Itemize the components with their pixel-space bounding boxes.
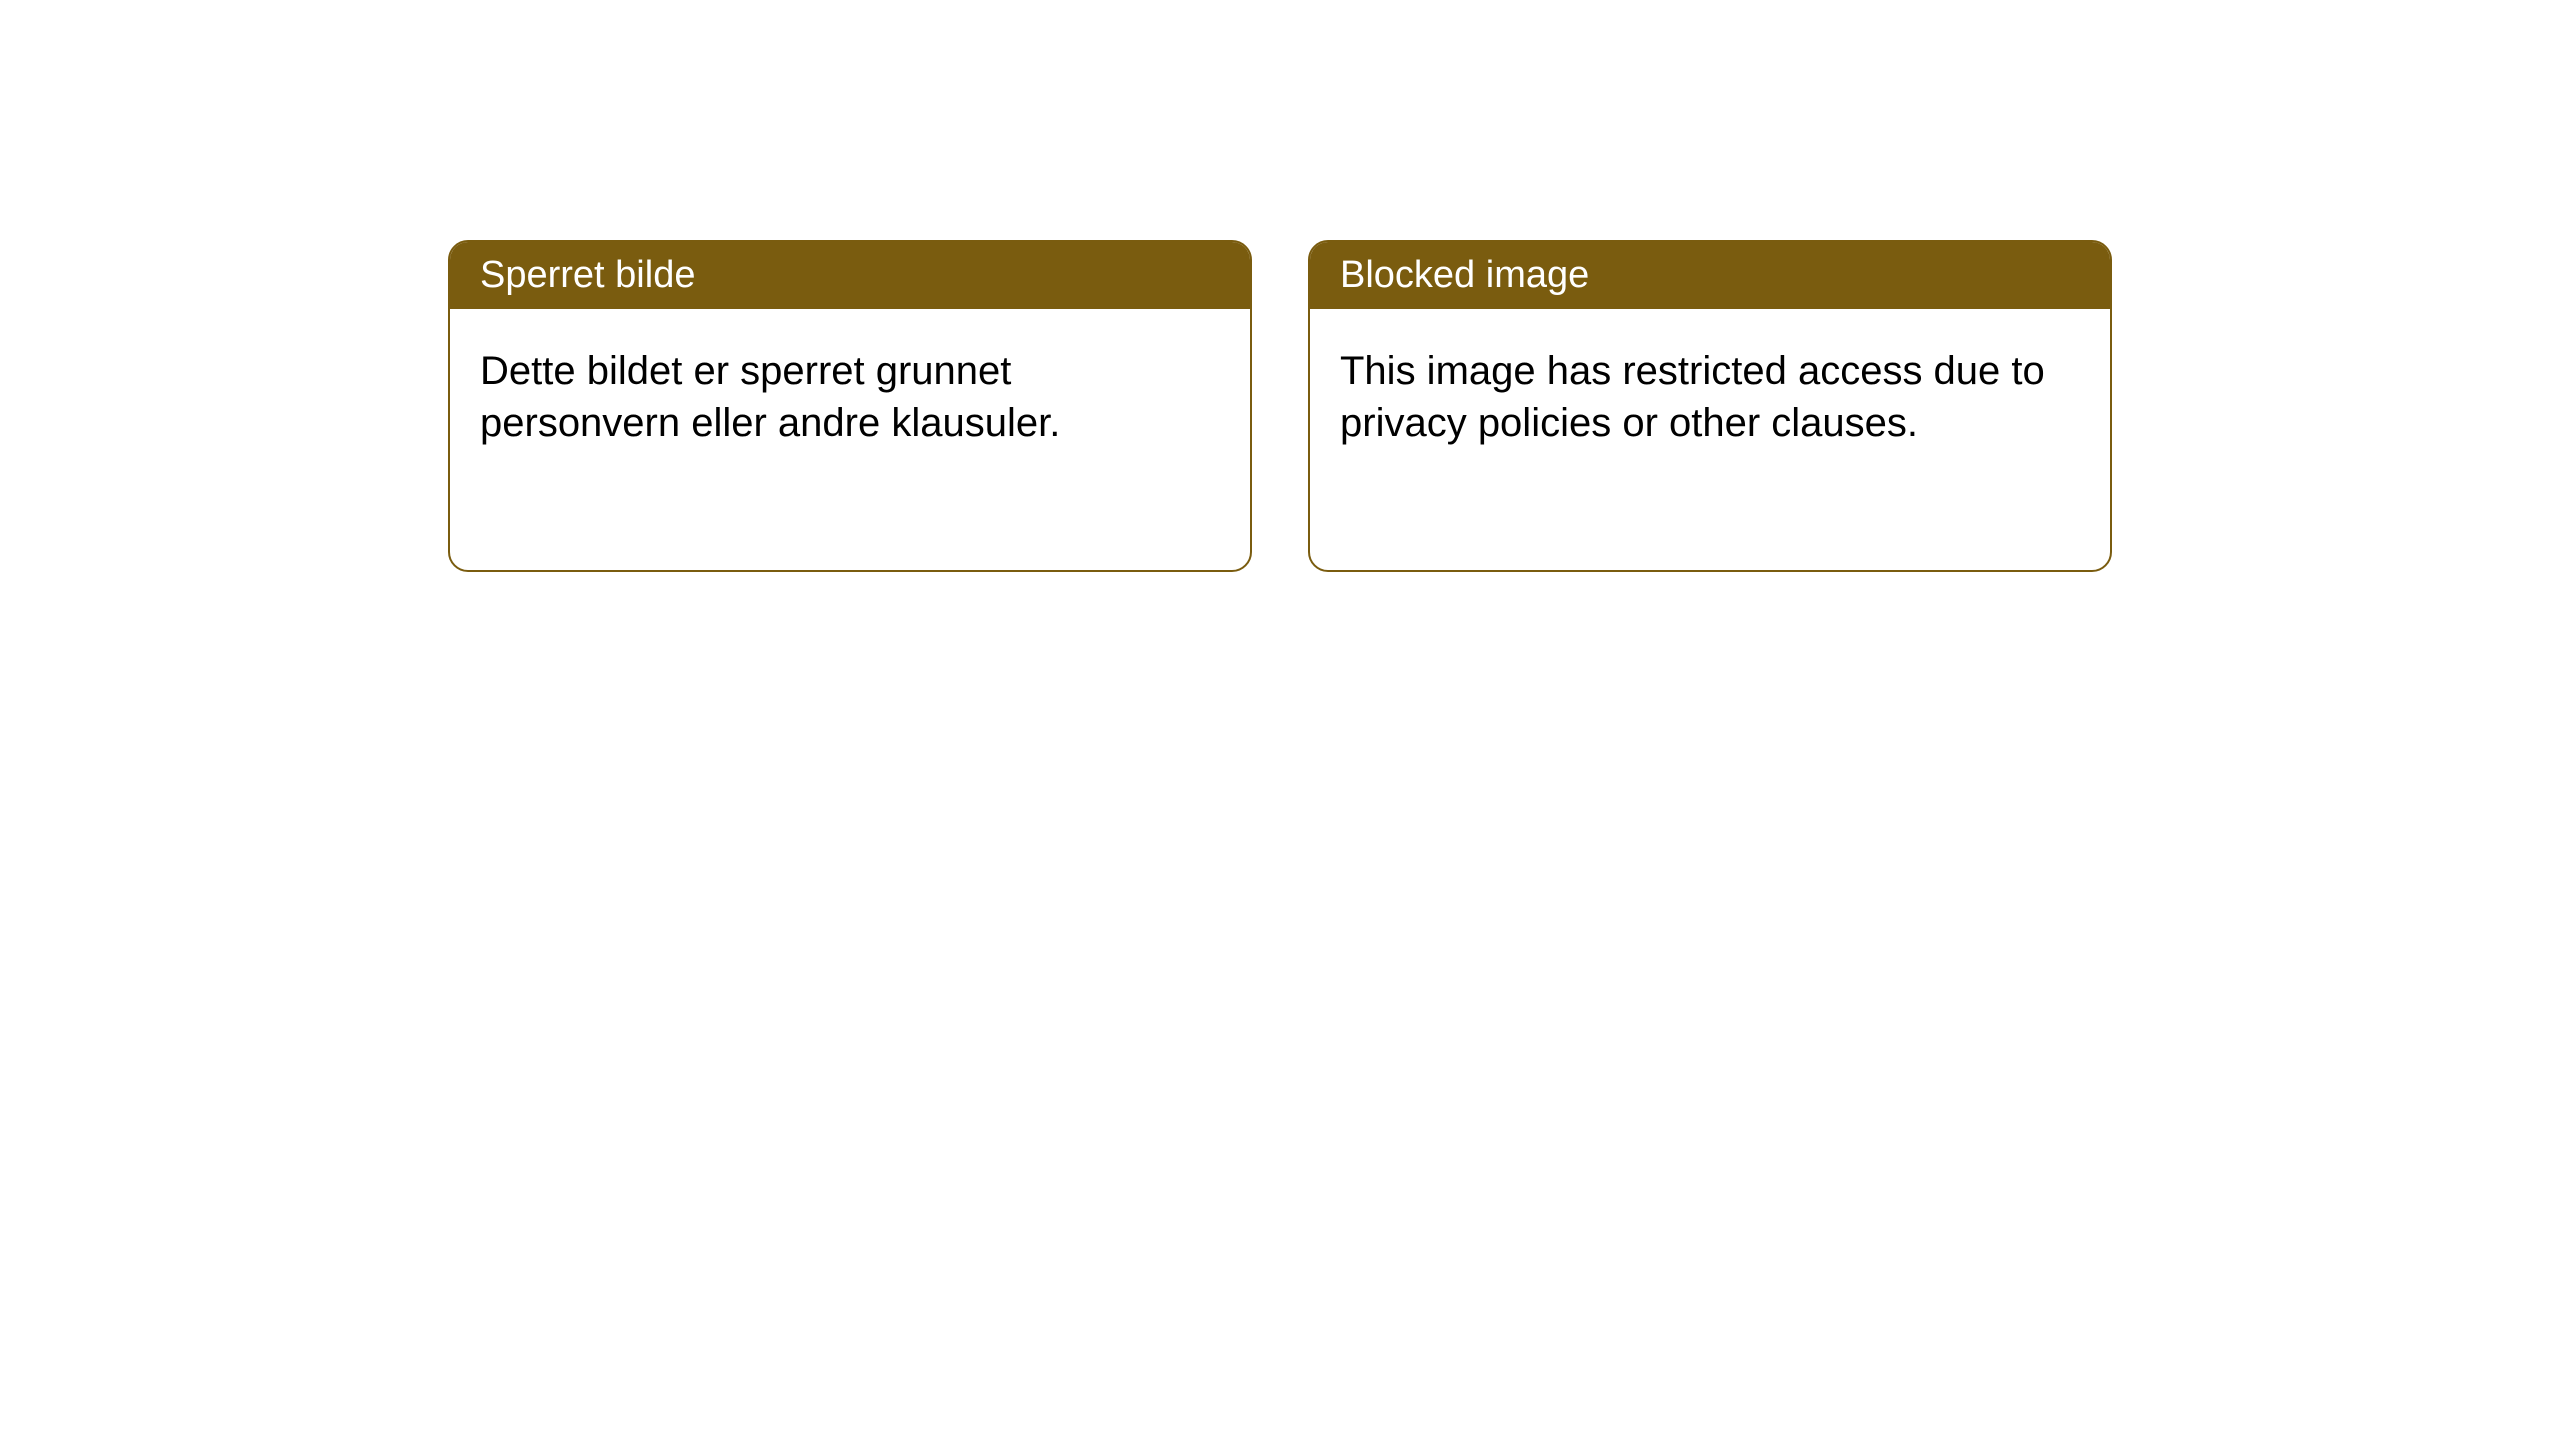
notice-card-english: Blocked image This image has restricted … [1308, 240, 2112, 572]
notice-card-body: Dette bildet er sperret grunnet personve… [450, 309, 1250, 485]
notice-card-norwegian: Sperret bilde Dette bildet er sperret gr… [448, 240, 1252, 572]
notice-card-title: Sperret bilde [480, 254, 695, 296]
notice-card-header: Blocked image [1310, 242, 2110, 309]
notice-card-text: This image has restricted access due to … [1340, 349, 2045, 445]
notice-card-header: Sperret bilde [450, 242, 1250, 309]
notice-card-text: Dette bildet er sperret grunnet personve… [480, 349, 1060, 445]
notice-card-body: This image has restricted access due to … [1310, 309, 2110, 485]
notice-cards-container: Sperret bilde Dette bildet er sperret gr… [448, 240, 2112, 572]
notice-card-title: Blocked image [1340, 254, 1589, 296]
